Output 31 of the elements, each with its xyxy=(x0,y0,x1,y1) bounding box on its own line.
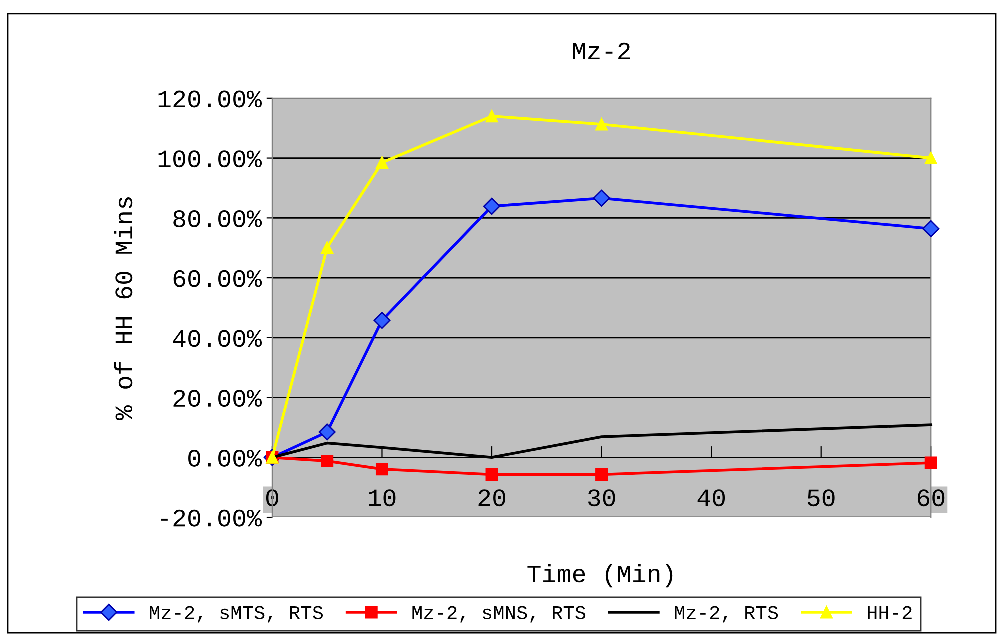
y-tick-label: 40.00% xyxy=(173,330,262,348)
point xyxy=(321,454,334,468)
point xyxy=(924,456,938,470)
y-tick-label: 100.00% xyxy=(158,150,262,168)
legend-label: Mz-2, RTS xyxy=(675,606,778,623)
point xyxy=(321,242,334,254)
x-tick-label: 50 xyxy=(808,490,835,507)
y-axis-title: % of HH 60 Mins xyxy=(114,198,133,421)
point xyxy=(486,110,498,123)
x-tick-label: 10 xyxy=(369,490,396,507)
x-tick-label: 40 xyxy=(698,490,726,507)
point xyxy=(376,463,388,476)
x-tick-label: 60 xyxy=(918,490,945,507)
point xyxy=(924,152,938,165)
x-tick-label: 30 xyxy=(588,490,616,507)
legend-label: HH-2 xyxy=(868,606,912,620)
legend-label: Mz-2, sMNS, RTS xyxy=(412,606,586,623)
y-tick-label: 80.00% xyxy=(174,210,262,228)
legend-label: Mz-2, sMTS, RTS xyxy=(150,606,324,623)
y-tick-label: -20.00% xyxy=(161,510,262,527)
point xyxy=(376,156,388,170)
y-tick-label: 60.00% xyxy=(174,270,262,288)
point xyxy=(596,468,608,481)
chart-title: Mz-2 xyxy=(573,42,630,60)
y-tick-label: 120.00% xyxy=(158,90,262,108)
y-tick-label: 20.00% xyxy=(174,390,262,408)
x-axis-title: Time (Min) xyxy=(528,564,673,588)
point xyxy=(486,468,498,481)
x-tick-label: 20 xyxy=(478,490,506,507)
point xyxy=(596,118,608,131)
y-tick-label: 0.00% xyxy=(188,450,262,467)
